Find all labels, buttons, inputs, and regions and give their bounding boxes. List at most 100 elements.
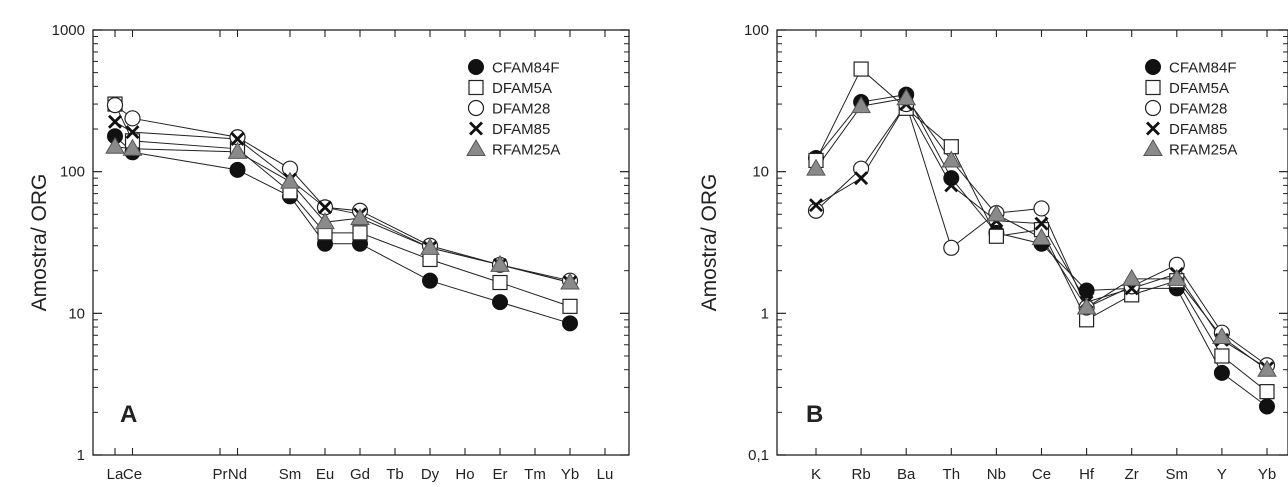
panel-b-legend-label-rfam25a: RFAM25A xyxy=(1169,142,1237,159)
panel-a-point-cfam84f-yb-shape xyxy=(562,315,578,332)
panel-a-legend-label-dfam5a: DFAM5A xyxy=(492,80,552,97)
panel-a-x-tick-label-la: La xyxy=(107,466,124,483)
panel-a-x-tick-label-ho: Ho xyxy=(455,466,474,483)
panel-a-point-dfam5a-gd-shape xyxy=(352,225,368,241)
panel-a-label: A xyxy=(120,401,137,428)
panel-b-point-rfam25a-sm-shape xyxy=(1166,268,1187,286)
panel-a-point-dfam85-la xyxy=(108,114,122,129)
panel-a-y-axis-title: Amostra/ ORG xyxy=(28,174,51,312)
panel-b-point-rfam25a-ba-shape xyxy=(896,88,917,106)
panel-a: Amostra/ ORG A 1 10 100 1000 La Ce Pr Nd Sm Eu Gd T… xyxy=(28,22,630,483)
panel-b-point-rfam25a-y xyxy=(1212,327,1232,345)
panel-a-point-dfam28-la-shape xyxy=(106,97,124,114)
panel-a-point-cfam84f-dy-shape xyxy=(422,272,438,289)
panel-b-frame xyxy=(776,29,1288,456)
panel-b-point-dfam85-rb-stroke-2 xyxy=(854,171,869,186)
panel-a-frame xyxy=(92,29,630,456)
panel-a-point-dfam85-la-stroke-2 xyxy=(108,114,122,129)
panel-b-point-rfam25a-zr-shape xyxy=(1121,268,1142,286)
panel-b-point-dfam85-th xyxy=(944,178,959,193)
panel-b-x-tick-label-rb: Rb xyxy=(852,466,871,483)
panel-b-x-tick-label-sm: Sm xyxy=(1166,466,1189,483)
panel-b-x-tick-label-k: K xyxy=(811,466,821,483)
panel-a-point-rfam25a-er xyxy=(490,254,510,272)
panel-b-legend-marker-rfam25a xyxy=(1143,139,1163,156)
panel-a-legend-marker-dfam85-stroke-2 xyxy=(469,121,483,136)
panel-b-x-tick-label-ba: Ba xyxy=(897,466,916,483)
panel-a-legend-marker-cfam84f-shape xyxy=(468,59,484,75)
panel-a-legend-marker-cfam84f xyxy=(468,59,484,75)
panel-b-point-dfam5a-rb xyxy=(853,61,869,77)
panel-a-point-cfam84f-nd xyxy=(229,161,246,178)
panel-b-point-rfam25a-yb xyxy=(1257,359,1277,377)
panel-a-point-dfam85-ce xyxy=(125,125,140,140)
panel-a-point-cfam84f-nd-shape xyxy=(229,161,246,178)
panel-a-x-tick-label-yb: Yb xyxy=(561,466,579,483)
panel-a-x-tick-label-eu: Eu xyxy=(316,466,334,483)
panel-a-point-rfam25a-eu xyxy=(315,212,335,230)
panel-b-legend-marker-cfam84f xyxy=(1145,59,1161,75)
panel-b-x-tick-label-y: Y xyxy=(1217,466,1227,483)
panel-b-point-dfam85-th-stroke-2 xyxy=(944,178,959,193)
panel-b-point-dfam85-ce-stroke-2 xyxy=(1034,216,1049,231)
panel-a-point-cfam84f-yb xyxy=(562,315,578,332)
panel-a-point-rfam25a-ce-shape xyxy=(122,138,143,156)
panel-a-ticks: 1 10 100 1000 La Ce Pr Nd Sm Eu Gd Tb Dy Ho Er Tm Yb Lu xyxy=(52,22,629,483)
panel-a-legend-label-cfam84f: CFAM84F xyxy=(492,60,560,77)
panel-a-point-rfam25a-nd xyxy=(227,141,248,159)
panel-b-point-rfam25a-k-shape xyxy=(806,158,826,176)
panel-b-point-rfam25a-zr xyxy=(1121,268,1142,286)
panel-a-point-rfam25a-gd-shape xyxy=(350,208,370,226)
panel-b-x-tick-label-zr: Zr xyxy=(1125,466,1139,483)
panel-b-y-tick-label: 1 xyxy=(761,305,769,322)
panel-b: Amostra/ ORG B 0,1 1 10 100 K Rb Ba Th Nb Ce Hf Zr S… xyxy=(698,22,1288,483)
panel-b-point-dfam5a-yb-shape xyxy=(1259,384,1275,400)
panel-a-x-tick-label-gd: Gd xyxy=(350,466,370,483)
panel-b-legend-label-cfam84f: CFAM84F xyxy=(1169,60,1237,77)
panel-a-x-tick-label-tm: Tm xyxy=(524,466,546,483)
panel-b-legend-marker-dfam5a xyxy=(1145,79,1161,96)
panel-a-point-rfam25a-er-shape xyxy=(490,254,510,272)
panel-b-x-tick-label-yb: Yb xyxy=(1258,466,1276,483)
panel-b-y-axis-title: Amostra/ ORG xyxy=(698,174,721,312)
panel-b-x-tick-label-th: Th xyxy=(943,466,961,483)
panel-a-x-tick-label-dy: Dy xyxy=(421,466,440,483)
panel-b-legend-marker-cfam84f-shape xyxy=(1145,59,1161,75)
panel-b-point-dfam5a-y xyxy=(1214,348,1230,364)
panel-a-point-dfam85-nd xyxy=(230,132,245,147)
panel-b-legend-marker-rfam25a-shape xyxy=(1143,139,1163,156)
panel-a-point-dfam5a-gd xyxy=(352,225,368,241)
panel-b-y-tick-label: 100 xyxy=(744,22,769,39)
panel-a-point-rfam25a-sm xyxy=(280,171,300,189)
panel-b-legend-marker-dfam28 xyxy=(1144,99,1162,117)
panel-a-legend-label-dfam85: DFAM85 xyxy=(492,121,550,138)
panel-b-point-rfam25a-rb xyxy=(851,96,871,114)
panel-b-legend-label-dfam5a: DFAM5A xyxy=(1169,80,1229,97)
panel-a-point-rfam25a-yb-shape xyxy=(560,272,580,290)
panel-b-legend-label-dfam85: DFAM85 xyxy=(1169,121,1227,138)
panel-a-point-rfam25a-ce xyxy=(122,138,143,156)
panel-b-point-dfam5a-nb xyxy=(988,228,1005,244)
panel-b-y-tick-label: 10 xyxy=(752,164,769,181)
panel-b-point-dfam28-rb-shape xyxy=(852,160,870,177)
panel-a-point-dfam85-eu xyxy=(318,200,332,215)
panel-a-point-rfam25a-la-shape xyxy=(105,136,125,154)
panel-a-y-tick-label: 100 xyxy=(60,164,85,181)
panel-b-legend-marker-dfam28-shape xyxy=(1144,99,1162,117)
panel-a-point-dfam5a-yb-shape xyxy=(562,298,578,314)
panel-b-point-rfam25a-yb-shape xyxy=(1257,359,1277,377)
panel-b-point-dfam85-rb xyxy=(854,171,869,186)
panel-a-legend-marker-dfam28-shape xyxy=(467,99,485,117)
panel-b-x-tick-label-ce: Ce xyxy=(1032,466,1051,483)
panel-b-point-dfam85-k xyxy=(809,198,823,213)
panel-a-legend-marker-rfam25a-shape xyxy=(466,139,486,156)
panel-b-point-rfam25a-ce xyxy=(1031,228,1052,246)
panel-a-point-dfam28-la xyxy=(106,97,124,114)
panel-a-legend-marker-dfam5a-shape xyxy=(468,79,484,96)
panel-a-x-tick-label-sm: Sm xyxy=(279,466,302,483)
panel-a-point-rfam25a-eu-shape xyxy=(315,212,335,230)
panel-b-point-rfam25a-th xyxy=(941,150,962,168)
panel-a-point-rfam25a-sm-shape xyxy=(280,171,300,189)
panel-b-point-cfam84f-yb-shape xyxy=(1259,398,1275,415)
panel-a-legend-label-rfam25a: RFAM25A xyxy=(492,142,560,159)
